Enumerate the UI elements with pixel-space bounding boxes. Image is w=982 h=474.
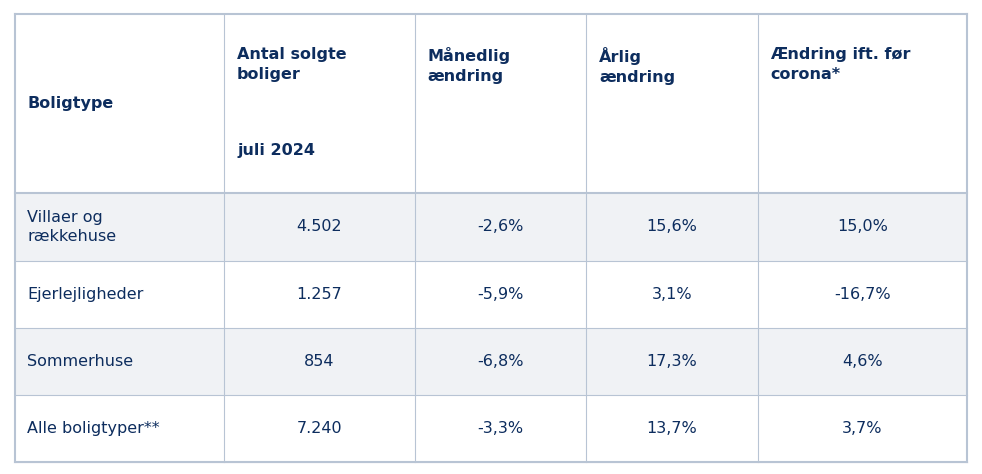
- Text: 15,6%: 15,6%: [646, 219, 697, 235]
- Bar: [15, 193, 967, 261]
- Text: -6,8%: -6,8%: [477, 354, 523, 369]
- Text: 4.502: 4.502: [297, 219, 343, 235]
- Bar: [15, 14, 967, 193]
- Text: 15,0%: 15,0%: [837, 219, 888, 235]
- Text: 17,3%: 17,3%: [646, 354, 697, 369]
- Text: 854: 854: [304, 354, 335, 369]
- Text: Villaer og
rækkehuse: Villaer og rækkehuse: [27, 210, 117, 244]
- Bar: [15, 261, 967, 328]
- Text: Sommerhuse: Sommerhuse: [27, 354, 134, 369]
- Text: Alle boligtyper**: Alle boligtyper**: [27, 421, 160, 436]
- Text: 1.257: 1.257: [297, 287, 343, 301]
- Text: 7.240: 7.240: [297, 421, 343, 436]
- Text: Boligtype: Boligtype: [27, 96, 114, 111]
- Text: 4,6%: 4,6%: [843, 354, 883, 369]
- Text: Månedlig
ændring: Månedlig ændring: [427, 47, 511, 83]
- Text: Ejerlejligheder: Ejerlejligheder: [27, 287, 144, 301]
- Text: -5,9%: -5,9%: [477, 287, 523, 301]
- Text: Årlig
ændring: Årlig ændring: [599, 47, 676, 84]
- Bar: [15, 395, 967, 462]
- Text: Antal solgte
boliger: Antal solgte boliger: [237, 47, 347, 82]
- Bar: [15, 328, 967, 395]
- Text: 13,7%: 13,7%: [646, 421, 697, 436]
- Text: 3,7%: 3,7%: [843, 421, 883, 436]
- Text: -2,6%: -2,6%: [477, 219, 523, 235]
- Text: -16,7%: -16,7%: [834, 287, 891, 301]
- Text: -3,3%: -3,3%: [477, 421, 523, 436]
- Text: Ændring ift. før
corona*: Ændring ift. før corona*: [771, 47, 911, 82]
- Text: juli 2024: juli 2024: [237, 143, 315, 158]
- Text: 3,1%: 3,1%: [652, 287, 692, 301]
